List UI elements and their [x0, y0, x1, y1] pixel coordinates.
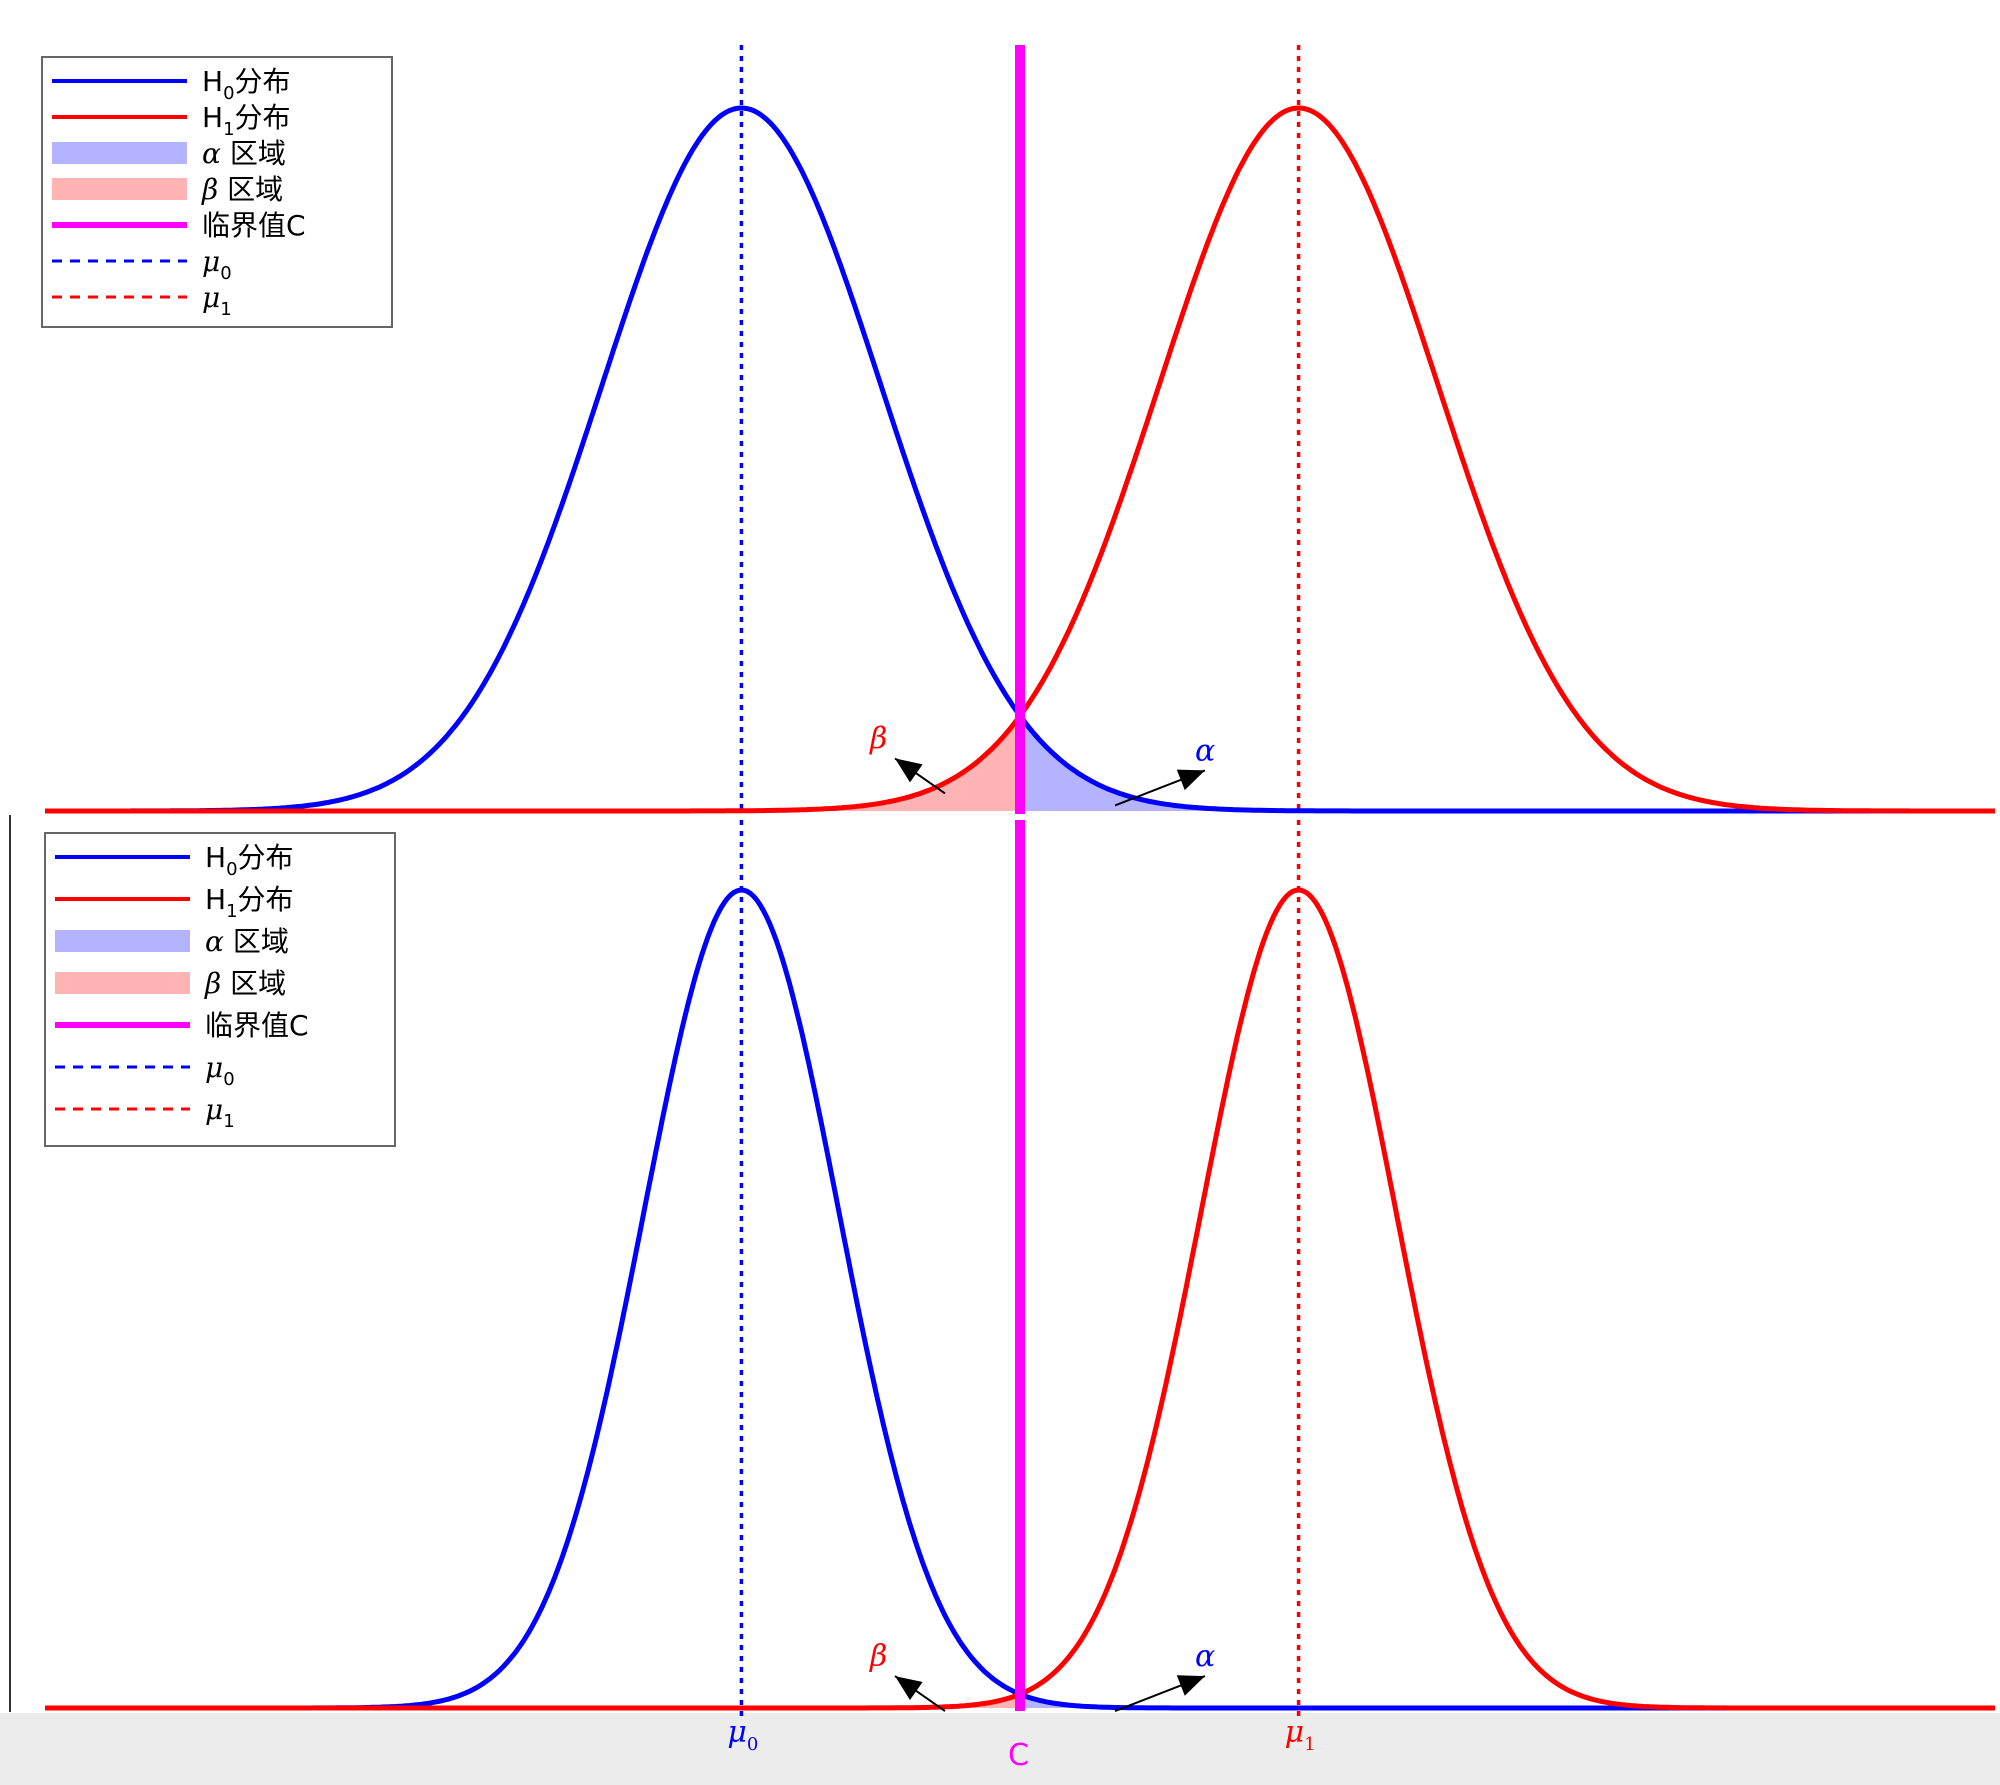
- alpha-legend-swatch: [55, 930, 190, 952]
- alpha-legend-label: α 区域: [202, 137, 286, 170]
- mu1-legend-label: μ1: [205, 1093, 235, 1132]
- alpha-annotation: α: [1195, 1639, 1215, 1674]
- beta-arrow-head: [895, 1676, 923, 1701]
- mu0-legend-label: μ0: [205, 1051, 235, 1090]
- crit-legend-label: 临界值C: [202, 209, 306, 242]
- alpha-annotation: α: [1195, 733, 1215, 768]
- alpha-arrow-head: [1176, 769, 1205, 791]
- h0-legend-label: H0分布: [202, 65, 291, 104]
- beta-legend-label: β 区域: [204, 967, 286, 1000]
- beta-arrow-head: [895, 758, 923, 783]
- h1-legend-label: H1分布: [205, 883, 294, 922]
- beta-region: [741, 715, 1020, 811]
- h1-legend-label: H1分布: [202, 101, 291, 140]
- mu1-tick-label: μ1: [1285, 1715, 1316, 1755]
- mu0-tick-label: μ0: [727, 1715, 758, 1755]
- beta-annotation: β: [869, 721, 887, 756]
- alpha-region: [1020, 715, 1299, 811]
- h0-legend-label: H0分布: [205, 841, 294, 880]
- beta-legend-swatch: [55, 972, 190, 994]
- x-axis-band: [0, 1713, 2000, 1785]
- beta-annotation: β: [869, 1639, 887, 1674]
- c-tick-label: C: [1008, 1738, 1029, 1773]
- beta-legend-label: β 区域: [201, 173, 283, 206]
- mu1-legend-label: μ1: [202, 281, 232, 320]
- alpha-arrow-head: [1176, 1675, 1205, 1696]
- alpha-legend-swatch: [52, 142, 187, 164]
- crit-legend-label: 临界值C: [205, 1009, 309, 1042]
- beta-legend-swatch: [52, 178, 187, 200]
- mu0-legend-label: μ0: [202, 245, 232, 284]
- alpha-legend-label: α 区域: [205, 925, 289, 958]
